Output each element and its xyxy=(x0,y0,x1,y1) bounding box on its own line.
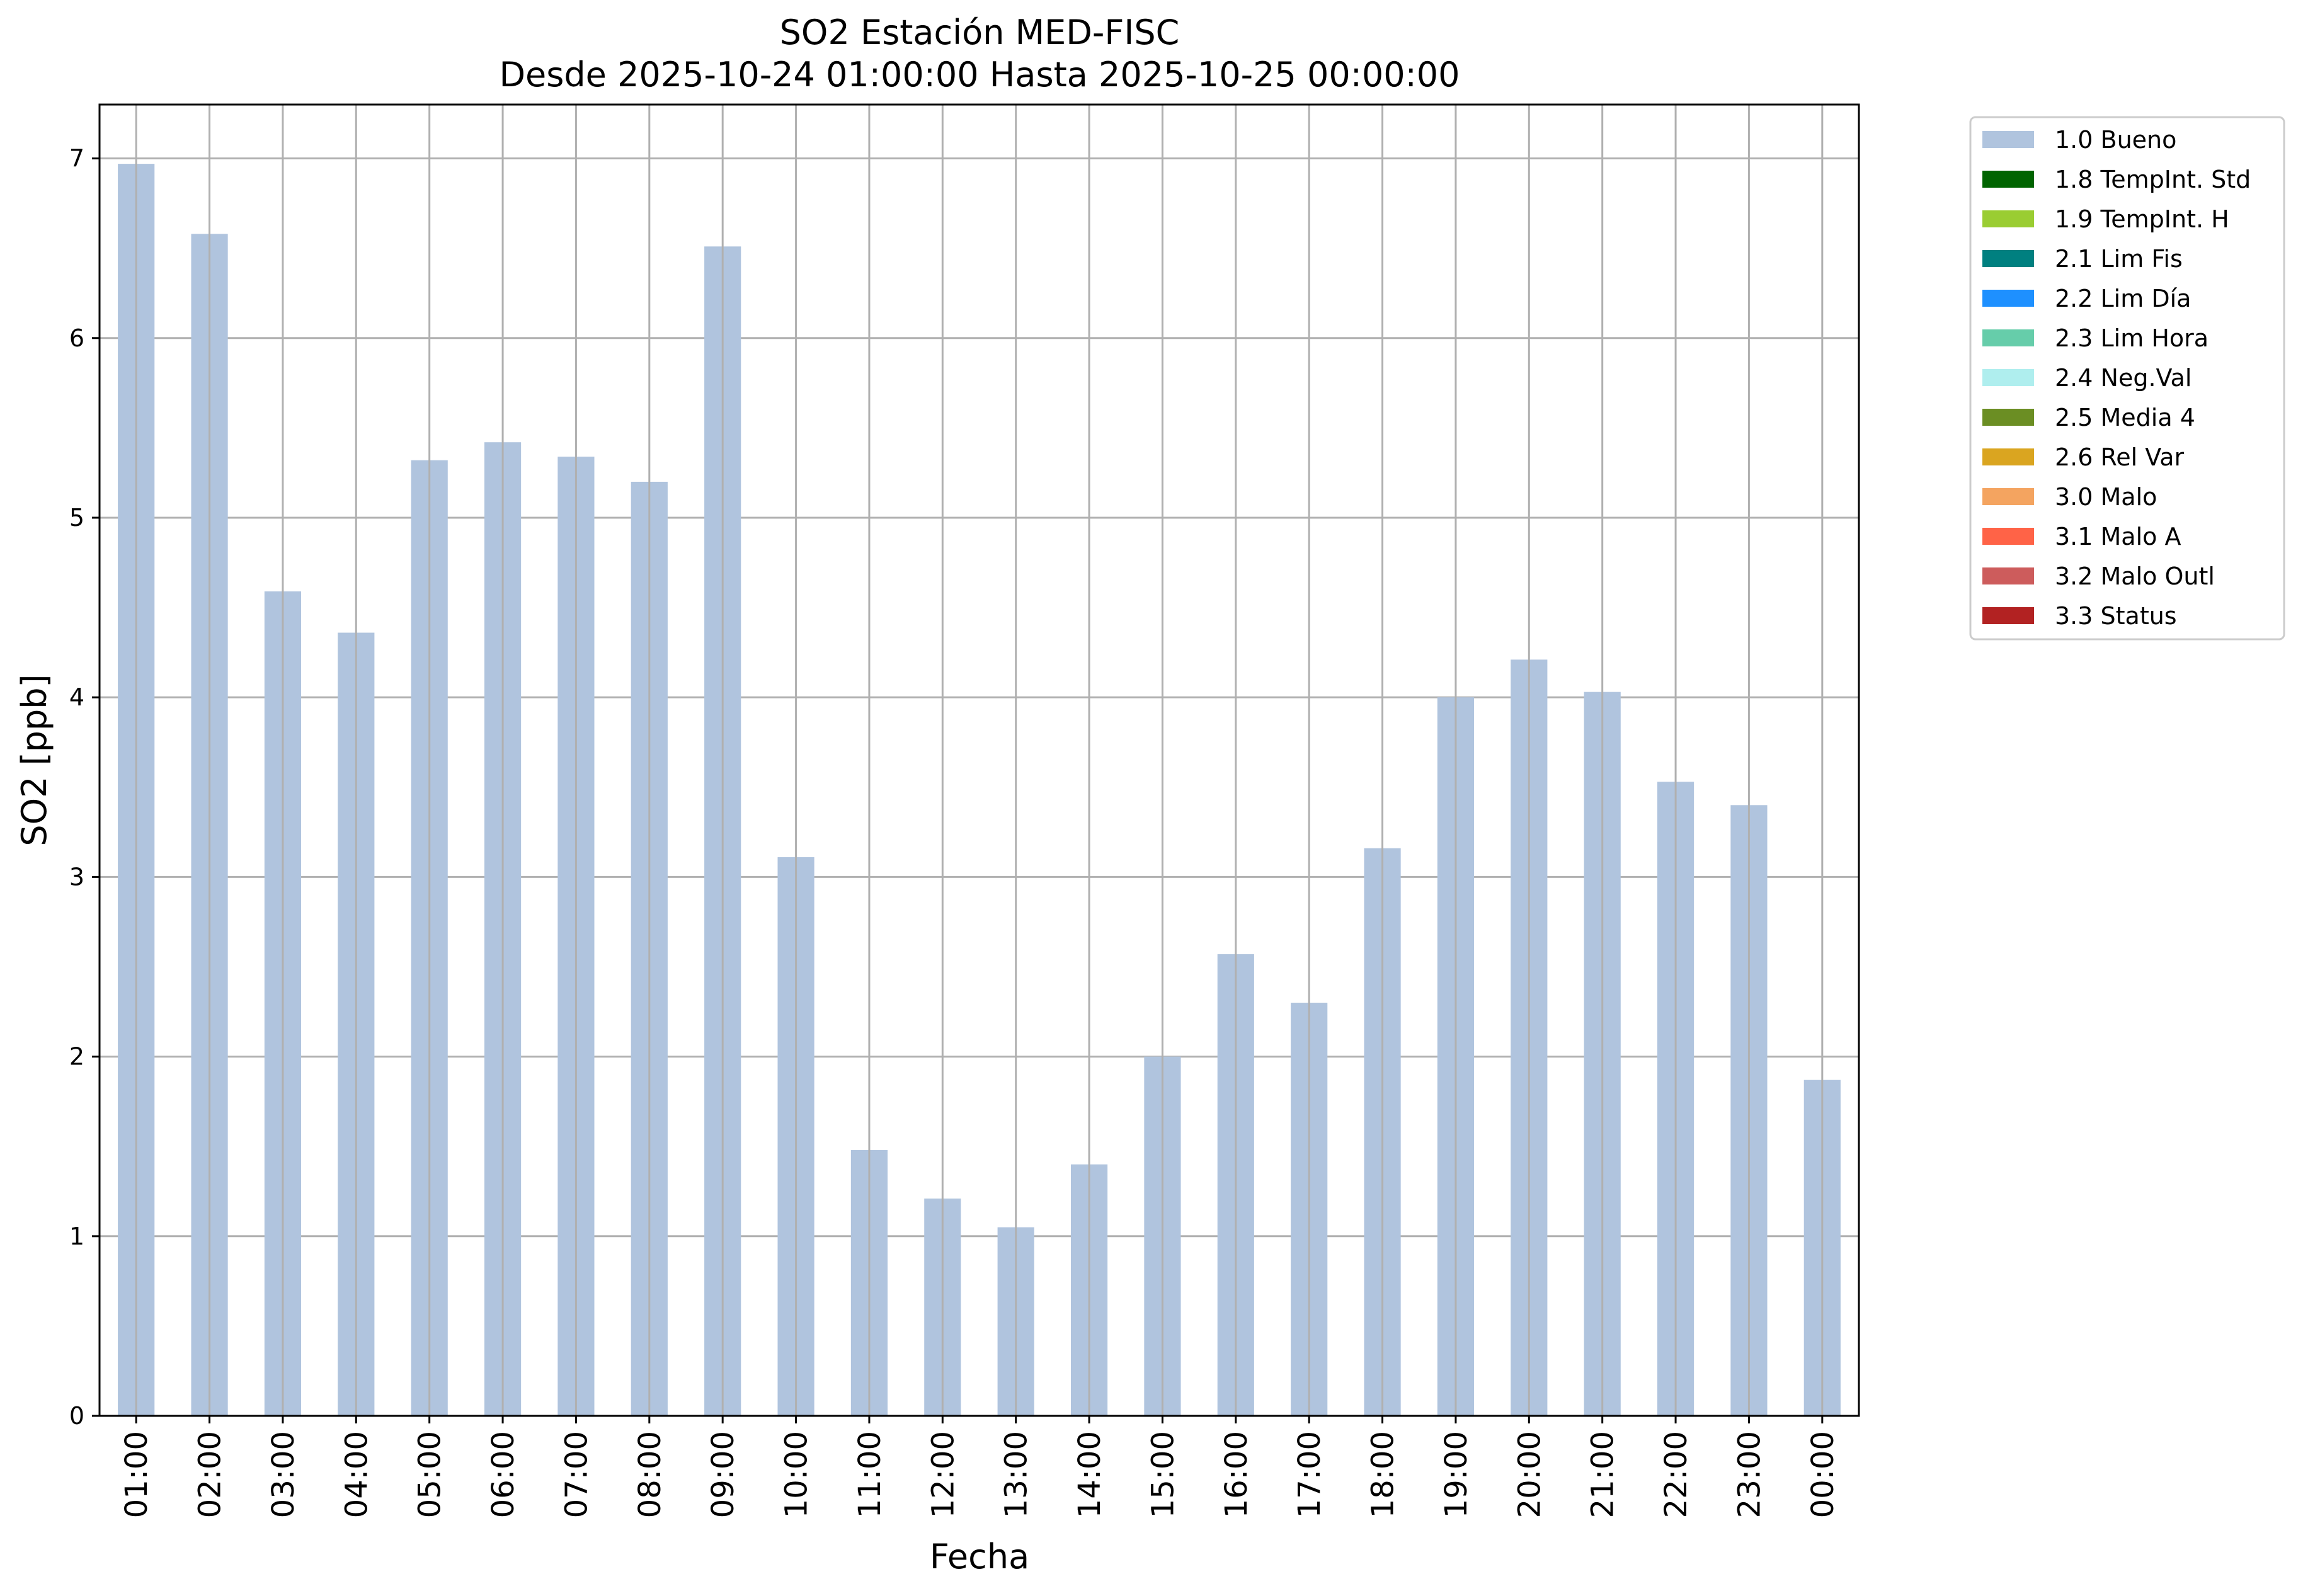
legend-swatch xyxy=(1982,488,2034,505)
x-tick-label: 12:00 xyxy=(925,1431,961,1518)
x-tick-label: 08:00 xyxy=(632,1431,668,1518)
legend-items: 1.0 Bueno 1.8 TempInt. Std 1.9 TempInt. H 2… xyxy=(1982,126,2251,630)
x-tick-label: 15:00 xyxy=(1145,1431,1180,1518)
x-tick-label: 22:00 xyxy=(1659,1431,1694,1518)
legend-label: 2.3 Lim Hora xyxy=(2055,324,2209,352)
legend-swatch xyxy=(1982,607,2034,624)
legend-label: 1.9 TempInt. H xyxy=(2055,205,2229,233)
x-axis-label: Fecha xyxy=(930,1537,1029,1576)
legend-swatch xyxy=(1982,250,2034,267)
y-axis-label: SO2 [ppb] xyxy=(14,674,54,846)
x-tick-label: 20:00 xyxy=(1512,1431,1547,1518)
y-tick-label: 0 xyxy=(69,1402,84,1430)
legend-label: 2.6 Rel Var xyxy=(2055,443,2185,471)
legend-label: 2.2 Lim Día xyxy=(2055,285,2191,312)
legend-label: 1.8 TempInt. Std xyxy=(2055,166,2251,193)
x-tick-label: 18:00 xyxy=(1366,1431,1401,1518)
legend-label: 3.0 Malo xyxy=(2055,483,2157,511)
y-tick-label: 4 xyxy=(69,683,84,711)
bars xyxy=(118,164,1841,1416)
legend-label: 3.1 Malo A xyxy=(2055,523,2181,550)
legend-label: 3.2 Malo Outl xyxy=(2055,562,2215,590)
x-tick-label: 21:00 xyxy=(1586,1431,1621,1518)
x-tick-label: 05:00 xyxy=(413,1431,448,1518)
legend-swatch xyxy=(1982,210,2034,227)
legend-swatch xyxy=(1982,528,2034,545)
legend-label: 1.0 Bueno xyxy=(2055,126,2176,154)
x-tick-label: 17:00 xyxy=(1292,1431,1327,1518)
y-tick-label: 1 xyxy=(69,1223,84,1250)
y-tick-label: 3 xyxy=(69,863,84,891)
legend-swatch xyxy=(1982,290,2034,307)
x-tick-label: 13:00 xyxy=(999,1431,1034,1518)
x-tick-label: 02:00 xyxy=(193,1431,228,1518)
x-tick-label: 19:00 xyxy=(1439,1431,1474,1518)
legend-frame xyxy=(1969,116,2285,641)
legend-swatch xyxy=(1982,369,2034,386)
vertical-grid-lines xyxy=(135,105,1824,1416)
legend-label: 2.1 Lim Fis xyxy=(2055,245,2183,273)
x-axis-ticks: 01:00 02:00 03:00 04:00 05:00 06:00 07:00 08:00… xyxy=(119,1416,1841,1518)
y-tick-label: 5 xyxy=(69,504,84,532)
x-tick-label: 11:00 xyxy=(852,1431,888,1518)
chart-subtitle: Desde 2025-10-24 01:00:00 Hasta 2025-10-… xyxy=(499,55,1460,94)
x-tick-label: 14:00 xyxy=(1072,1431,1107,1518)
x-tick-label: 16:00 xyxy=(1219,1431,1254,1518)
legend-swatch xyxy=(1982,171,2034,188)
x-tick-label: 06:00 xyxy=(486,1431,521,1518)
y-axis-ticks: 0 1 2 3 4 5 6 7 xyxy=(69,145,100,1430)
legend-swatch xyxy=(1982,329,2034,346)
legend-label: 2.4 Neg.Val xyxy=(2055,364,2192,392)
x-tick-label: 03:00 xyxy=(266,1431,301,1518)
x-tick-label: 10:00 xyxy=(779,1431,814,1518)
y-tick-label: 7 xyxy=(69,145,84,173)
legend-swatch xyxy=(1982,448,2034,465)
y-tick-label: 6 xyxy=(69,324,84,352)
legend-swatch xyxy=(1982,409,2034,426)
x-tick-label: 00:00 xyxy=(1805,1431,1841,1518)
chart-title: SO2 Estación MED-FISC xyxy=(780,13,1180,52)
legend-swatch xyxy=(1982,131,2034,148)
grid-lines xyxy=(100,157,1859,1417)
legend-label: 3.3 Status xyxy=(2055,602,2177,630)
plot-frame xyxy=(98,103,1860,1417)
legend-swatch xyxy=(1982,567,2034,584)
legend: 1.0 Bueno 1.8 TempInt. Std 1.9 TempInt. H 2… xyxy=(1969,116,2285,641)
x-tick-label: 01:00 xyxy=(119,1431,154,1518)
x-tick-label: 23:00 xyxy=(1732,1431,1767,1518)
x-tick-label: 09:00 xyxy=(706,1431,741,1518)
legend-label: 2.5 Media 4 xyxy=(2055,404,2195,431)
x-tick-label: 07:00 xyxy=(559,1431,594,1518)
x-tick-label: 04:00 xyxy=(339,1431,374,1518)
y-tick-label: 2 xyxy=(69,1043,84,1071)
